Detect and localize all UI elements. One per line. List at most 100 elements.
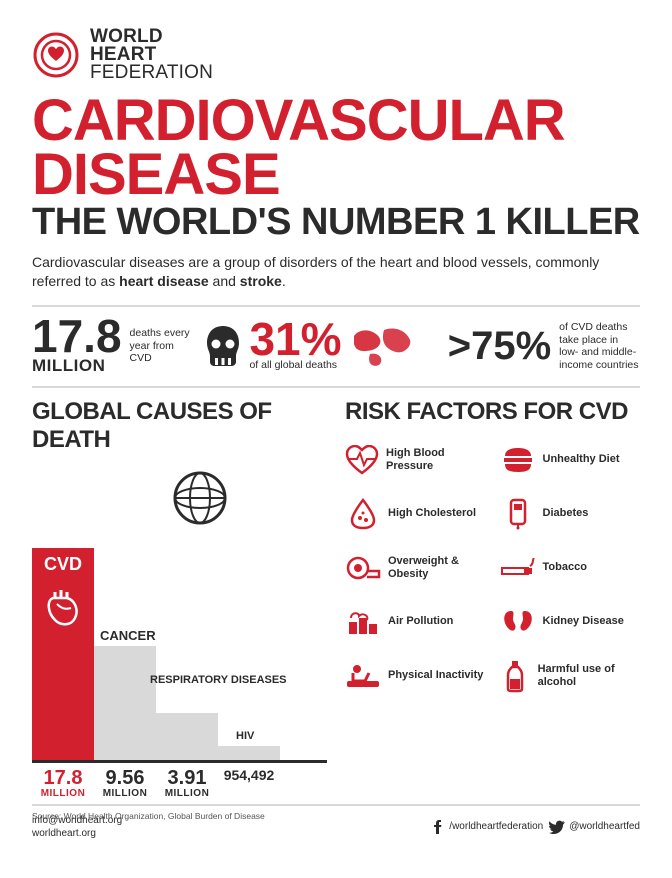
footer-web: worldheart.org	[32, 827, 122, 840]
stat-value: 31%	[249, 320, 341, 359]
cigarette-icon	[500, 558, 536, 578]
risk-label: Harmful use of alcohol	[538, 663, 640, 688]
risk-item-obesity: Overweight & Obesity	[345, 544, 486, 592]
bar-label: CANCER	[100, 628, 156, 643]
main-title: CARDIOVASCULAR DISEASE	[32, 94, 640, 201]
org-header: WORLD HEART FEDERATION	[32, 28, 640, 82]
intro-bold2: stroke	[240, 273, 282, 289]
intro-before: Cardiovascular diseases are a group of d…	[32, 254, 599, 289]
anatomical-heart-icon	[32, 588, 94, 628]
intro-mid: and	[209, 273, 240, 289]
risk-label: Diabetes	[543, 507, 589, 520]
risk-item-pollution: Air Pollution	[345, 598, 486, 646]
risk-label: Physical Inactivity	[388, 669, 483, 682]
risk-item-inactivity: Physical Inactivity	[345, 652, 486, 700]
bar-cvd: CVD	[32, 548, 94, 760]
risk-label: Tobacco	[543, 561, 587, 574]
twitter-link: @worldheartfed	[549, 820, 640, 834]
xval-hiv: 954,492	[218, 769, 280, 799]
heart-logo-icon	[32, 31, 80, 79]
map-icon	[350, 324, 414, 368]
risk-item-cholesterol: High Cholesterol	[345, 490, 486, 538]
twitter-handle: @worldheartfed	[569, 821, 640, 832]
xval-cvd: 17.8 MILLION	[32, 769, 94, 799]
intro-after: .	[282, 273, 286, 289]
bar-fill	[94, 646, 156, 760]
kidney-icon	[500, 607, 536, 637]
bar-label: RESPIRATORY DISEASES	[150, 675, 287, 687]
stat-percent-lowincome: >75% of CVD deaths take place in low- an…	[448, 317, 640, 376]
smog-icon	[345, 608, 381, 636]
xval-cancer: 9.56 MILLION	[94, 769, 156, 799]
risk-grid: High Blood Pressure Unhealthy Diet High …	[345, 436, 640, 700]
stat-percent-global: 31% of all global deaths	[249, 317, 441, 376]
stat-value: >75%	[448, 329, 551, 363]
xval-resp: 3.91 MILLION	[156, 769, 218, 799]
drop-icon	[345, 498, 381, 530]
intro-text: Cardiovascular diseases are a group of d…	[32, 253, 640, 291]
globe-icon	[32, 470, 327, 526]
stat-desc: of all global deaths	[249, 359, 339, 372]
xval-num: 9.56	[94, 769, 156, 788]
risk-label: Overweight & Obesity	[388, 555, 486, 580]
glucose-icon	[500, 498, 536, 530]
org-line3: FEDERATION	[90, 64, 213, 82]
bar-respiratory: RESPIRATORY DISEASES	[156, 713, 218, 760]
stat-desc: deaths every year from CVD	[130, 327, 196, 365]
bar-fill: CVD	[32, 548, 94, 760]
twitter-icon	[549, 820, 565, 834]
burger-icon	[500, 446, 536, 474]
risk-item-kidney: Kidney Disease	[500, 598, 641, 646]
facebook-link: /worldheartfederation	[431, 820, 543, 834]
facebook-icon	[431, 820, 445, 834]
footer: info@worldheart.org worldheart.org /worl…	[32, 804, 640, 840]
stats-row: 17.8 MILLION deaths every year from CVD …	[32, 317, 640, 376]
risk-item-diet: Unhealthy Diet	[500, 436, 641, 484]
divider	[32, 386, 640, 388]
stat-unit: MILLION	[32, 356, 122, 376]
risk-item-bp: High Blood Pressure	[345, 436, 486, 484]
bar-fill	[218, 746, 280, 760]
subtitle: THE WORLD'S NUMBER 1 KILLER	[32, 203, 640, 241]
tape-icon	[345, 555, 381, 581]
risk-heading: RISK FACTORS FOR CVD	[345, 398, 640, 426]
cvd-tag: CVD	[32, 548, 94, 582]
causes-column: GLOBAL CAUSES OF DEATH CVD	[32, 398, 327, 794]
x-axis-values: 17.8 MILLION 9.56 MILLION 3.91 MILLION 9…	[32, 760, 327, 799]
columns: GLOBAL CAUSES OF DEATH CVD	[32, 398, 640, 794]
risk-item-diabetes: Diabetes	[500, 490, 641, 538]
risk-label: Air Pollution	[388, 615, 453, 628]
risk-item-tobacco: Tobacco	[500, 544, 641, 592]
heart-pulse-icon	[345, 445, 379, 475]
footer-social: /worldheartfederation @worldheartfed	[431, 820, 640, 834]
bars-area: CVD CANCER RESP	[32, 530, 327, 760]
risk-column: RISK FACTORS FOR CVD High Blood Pressure…	[345, 398, 640, 794]
bottle-icon	[500, 659, 531, 693]
risk-label: High Cholesterol	[388, 507, 476, 520]
xval-num: 954,492	[218, 769, 280, 782]
org-name: WORLD HEART FEDERATION	[90, 28, 213, 82]
divider	[32, 305, 640, 307]
xval-num: 3.91	[156, 769, 218, 788]
risk-item-alcohol: Harmful use of alcohol	[500, 652, 641, 700]
bar-label: HIV	[236, 730, 254, 742]
stat-deaths: 17.8 MILLION deaths every year from CVD	[32, 317, 243, 376]
bar-cancer: CANCER	[94, 646, 156, 760]
causes-heading: GLOBAL CAUSES OF DEATH	[32, 398, 327, 454]
xval-num: 17.8	[32, 769, 94, 788]
risk-label: Unhealthy Diet	[543, 453, 620, 466]
causes-chart: CVD CANCER RESP	[32, 464, 327, 794]
risk-label: Kidney Disease	[543, 615, 624, 628]
chart-source: Source: World Health Organization, Globa…	[32, 811, 327, 821]
xval-unit: MILLION	[156, 788, 218, 799]
couch-icon	[345, 663, 381, 689]
risk-label: High Blood Pressure	[386, 447, 486, 472]
stat-desc: of CVD deaths take place in low- and mid…	[559, 321, 640, 371]
xval-unit: MILLION	[94, 788, 156, 799]
facebook-handle: /worldheartfederation	[449, 821, 543, 832]
intro-bold1: heart disease	[119, 273, 209, 289]
stat-value: 17.8	[32, 317, 122, 356]
xval-unit: MILLION	[32, 788, 94, 799]
bar-hiv: HIV	[218, 746, 280, 760]
bar-fill	[156, 713, 218, 760]
